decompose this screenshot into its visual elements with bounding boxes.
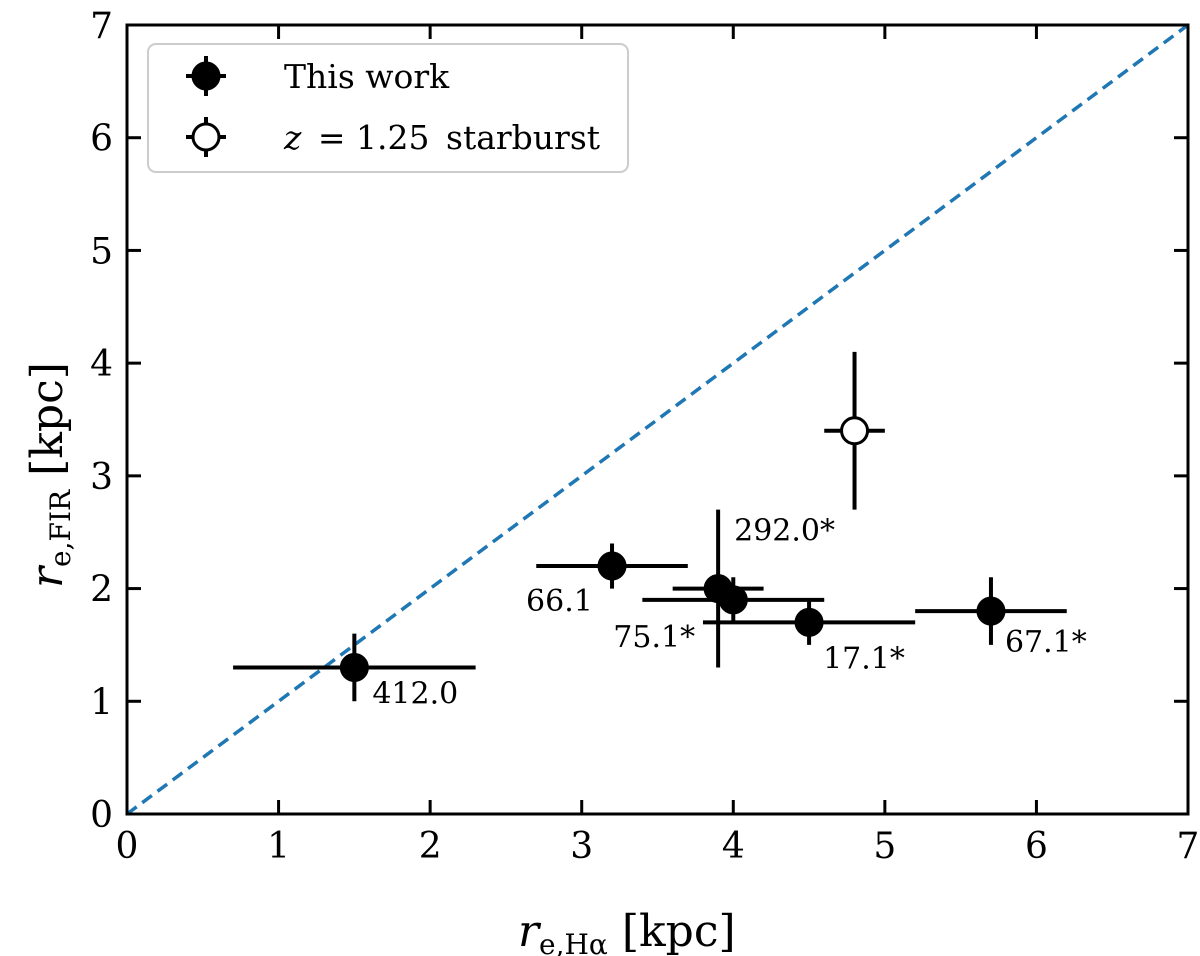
y-tick-label: 6	[90, 119, 113, 160]
x-tick-label: 5	[873, 826, 896, 867]
y-tick-label: 3	[90, 457, 113, 498]
legend-label-starburst-prefix: z	[283, 118, 302, 157]
y-axis-label: re,FIR [kpc]	[22, 362, 77, 588]
axes-frame	[125, 23, 1190, 816]
data-point	[976, 596, 1006, 626]
point-label: 75.1*	[613, 620, 695, 655]
x-tick-label: 1	[267, 826, 290, 867]
data-point	[794, 607, 824, 637]
legend: This work z = 1.25 starburst	[147, 43, 629, 173]
y-tick-label: 4	[90, 344, 113, 385]
legend-label-this-work: This work	[284, 57, 450, 96]
axes-frame-layer	[125, 23, 1190, 816]
one-to-one-line	[125, 23, 1190, 816]
point-layer	[339, 416, 1006, 682]
x-tick-label: 7	[1177, 826, 1200, 867]
data-point	[339, 652, 369, 682]
y-axis-label-main: r	[22, 564, 73, 588]
x-tick-label: 6	[1025, 826, 1048, 867]
reference-line-layer	[125, 23, 1190, 816]
legend-marker-this-work	[186, 56, 226, 96]
data-point	[718, 585, 748, 615]
point-label: 67.1*	[1005, 625, 1087, 660]
x-tick-label: 0	[116, 826, 139, 867]
y-tick-label: 7	[90, 6, 113, 47]
x-axis-label-main: r	[518, 906, 542, 956]
x-tick-label: 3	[570, 826, 593, 867]
x-axis-label-sub: e,Hα	[539, 928, 608, 956]
point-label: 17.1*	[823, 641, 905, 676]
point-label: 412.0	[372, 676, 458, 711]
x-axis-label: re,Hα [kpc]	[518, 906, 736, 956]
x-axis-label-unit: [kpc]	[622, 906, 736, 956]
legend-label-starburst: z = 1.25 starburst	[283, 118, 600, 157]
y-tick-label: 2	[90, 570, 113, 611]
x-tick-label: 4	[722, 826, 745, 867]
legend-label-starburst-name: starburst	[446, 118, 600, 157]
y-axis-label-sub: e,FIR	[44, 489, 77, 567]
legend-label-starburst-value: = 1.25	[318, 118, 430, 157]
y-tick-label: 1	[90, 682, 113, 723]
point-label: 292.0*	[734, 514, 835, 549]
y-tick-label: 0	[90, 795, 113, 836]
data-point	[597, 551, 627, 581]
tick-layer: 0 1 2 3 4 5 6 7 0 1 2 3 4 5 6 7	[90, 6, 1199, 867]
legend-marker-starburst	[186, 117, 226, 157]
x-tick-label: 2	[419, 826, 442, 867]
starburst-point	[840, 416, 870, 446]
point-label-layer: 412.0 66.1 292.0* 75.1* 17.1* 67.1*	[372, 514, 1086, 712]
y-tick-label: 5	[90, 231, 113, 272]
y-axis-label-unit: [kpc]	[22, 362, 73, 476]
legend-box	[147, 43, 629, 173]
point-label: 66.1	[526, 584, 593, 619]
